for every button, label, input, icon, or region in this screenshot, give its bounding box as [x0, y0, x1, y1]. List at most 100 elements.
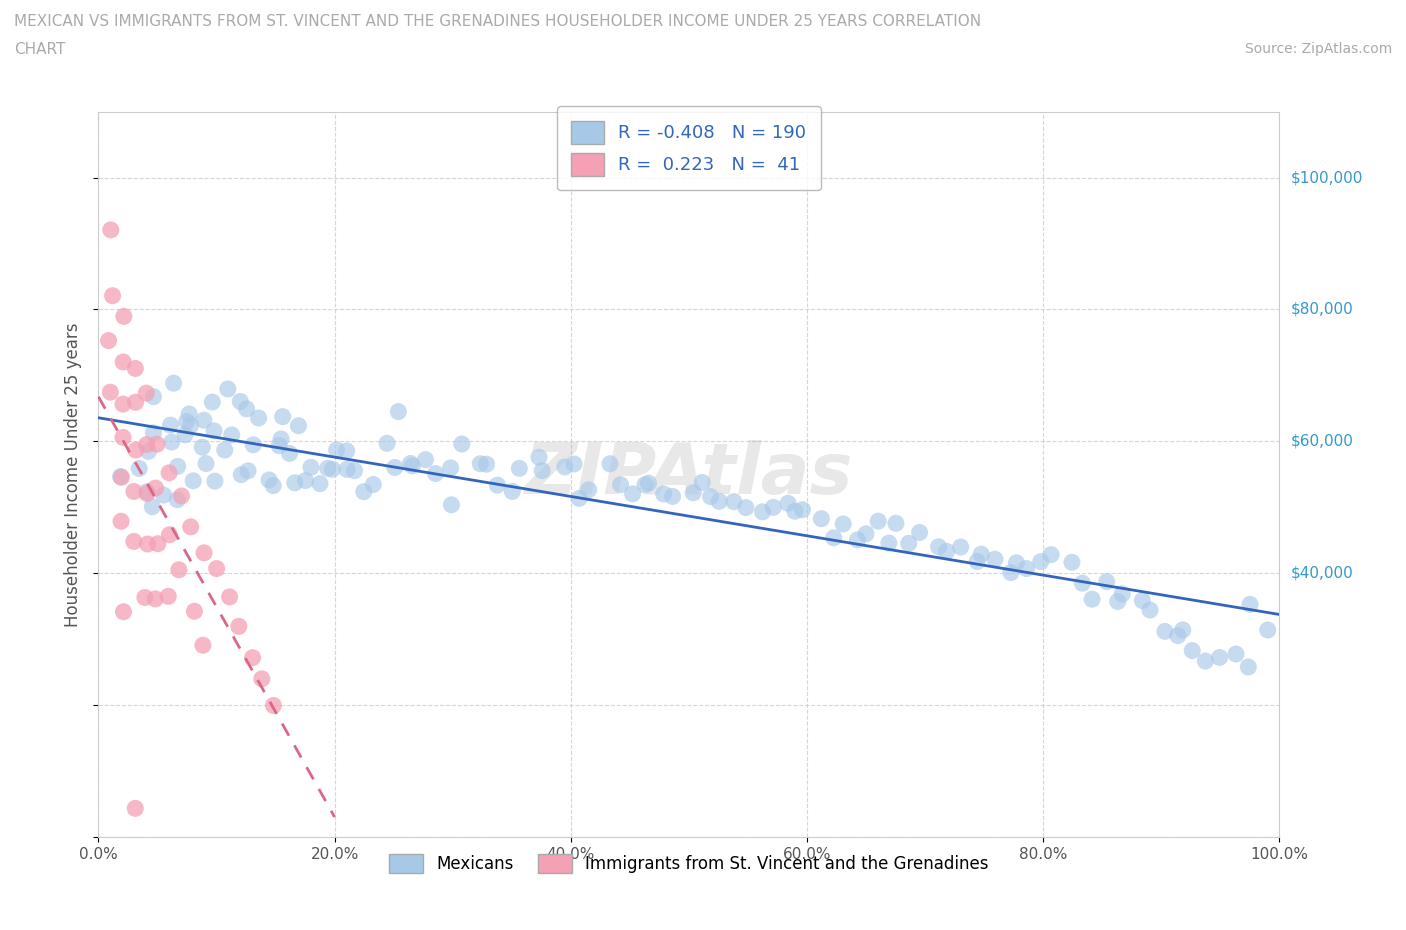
Point — [159, 418, 181, 432]
Legend: Mexicans, Immigrants from St. Vincent and the Grenadines: Mexicans, Immigrants from St. Vincent an… — [382, 847, 995, 880]
Point — [475, 457, 498, 472]
Point — [599, 457, 621, 472]
Point — [984, 551, 1007, 566]
Point — [202, 423, 225, 438]
Point — [1081, 591, 1104, 606]
Point — [690, 475, 713, 490]
Point — [1257, 622, 1279, 637]
Point — [228, 618, 250, 633]
Point — [440, 498, 463, 512]
Point — [384, 460, 406, 475]
Point — [1130, 593, 1153, 608]
Point — [935, 544, 957, 559]
Point — [195, 456, 218, 471]
Point — [101, 288, 124, 303]
Point — [1040, 547, 1063, 562]
Point — [217, 381, 239, 396]
Point — [868, 513, 890, 528]
Point — [652, 486, 675, 501]
Point — [287, 418, 309, 433]
Point — [440, 460, 463, 475]
Point — [897, 536, 920, 551]
Point — [145, 481, 167, 496]
Point — [486, 478, 509, 493]
Text: Source: ZipAtlas.com: Source: ZipAtlas.com — [1244, 42, 1392, 56]
Point — [112, 354, 135, 369]
Point — [336, 462, 359, 477]
Point — [179, 406, 201, 421]
Point — [183, 604, 205, 618]
Point — [470, 457, 492, 472]
Point — [1167, 628, 1189, 643]
Point — [1181, 644, 1204, 658]
Point — [855, 526, 877, 541]
Point — [111, 397, 134, 412]
Point — [375, 436, 398, 451]
Point — [531, 463, 554, 478]
Point — [299, 459, 322, 474]
Point — [723, 494, 745, 509]
Point — [112, 604, 135, 619]
Point — [176, 414, 198, 429]
Point — [399, 456, 422, 471]
Point — [135, 386, 157, 401]
Point — [321, 462, 343, 477]
Point — [193, 413, 215, 428]
Point — [159, 527, 181, 542]
Point — [193, 545, 215, 560]
Point — [353, 485, 375, 499]
Point — [111, 430, 134, 445]
Point — [1005, 555, 1028, 570]
Point — [257, 472, 280, 487]
Point — [363, 477, 385, 492]
Point — [387, 405, 409, 419]
Point — [191, 440, 214, 455]
Point — [135, 485, 157, 499]
Point — [634, 477, 657, 492]
Text: $80,000: $80,000 — [1291, 302, 1354, 317]
Point — [247, 410, 270, 425]
Point — [1095, 574, 1118, 589]
Point — [97, 333, 120, 348]
Point — [699, 489, 721, 504]
Point — [501, 484, 523, 498]
Point — [134, 590, 156, 604]
Point — [110, 470, 132, 485]
Point — [146, 537, 169, 551]
Point — [1111, 587, 1133, 602]
Point — [810, 512, 832, 526]
Point — [823, 530, 845, 545]
Point — [229, 394, 252, 409]
Point — [278, 446, 301, 461]
Point — [751, 504, 773, 519]
Point — [125, 443, 148, 458]
Point — [250, 671, 273, 686]
Point — [221, 428, 243, 443]
Point — [124, 395, 146, 410]
Point — [112, 309, 135, 324]
Point — [170, 488, 193, 503]
Point — [832, 516, 855, 531]
Point — [141, 499, 163, 514]
Point — [776, 496, 799, 511]
Point — [152, 487, 174, 502]
Point — [142, 425, 165, 440]
Point — [1194, 654, 1216, 669]
Point — [949, 539, 972, 554]
Point — [884, 516, 907, 531]
Text: ZIPAtlas: ZIPAtlas — [524, 440, 853, 509]
Point — [966, 554, 988, 569]
Point — [527, 450, 550, 465]
Y-axis label: Householder Income Under 25 years: Householder Income Under 25 years — [63, 322, 82, 627]
Point — [166, 458, 188, 473]
Point — [124, 361, 146, 376]
Point — [162, 376, 184, 391]
Point — [110, 514, 132, 529]
Point — [167, 563, 190, 578]
Point — [1237, 659, 1260, 674]
Point — [343, 463, 366, 478]
Point — [136, 537, 159, 551]
Point — [146, 437, 169, 452]
Point — [128, 461, 150, 476]
Point — [846, 532, 869, 547]
